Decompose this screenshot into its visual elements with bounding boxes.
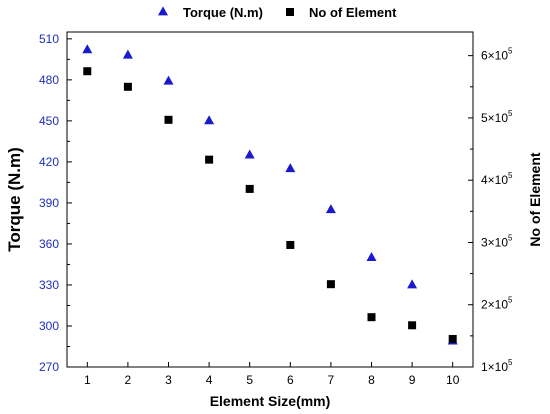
left-tick-label: 510 <box>39 32 59 46</box>
right-tick-mantissa: 6×10 <box>481 49 508 63</box>
torque-point <box>366 252 377 262</box>
left-tick-label: 480 <box>39 73 59 87</box>
legend-element-label: No of Element <box>309 5 397 20</box>
left-tick-label: 450 <box>39 114 59 128</box>
element-count-point <box>286 240 295 249</box>
x-tick-label: 2 <box>125 373 132 387</box>
left-tick-label: 360 <box>39 237 59 251</box>
series-layer <box>82 44 458 345</box>
x-tick-label: 9 <box>409 373 416 387</box>
series-element-count <box>83 67 457 343</box>
left-tick-label: 420 <box>39 155 59 169</box>
torque-point <box>285 163 296 173</box>
torque-point <box>244 149 255 159</box>
right-tick-label: 6×105 <box>481 47 513 63</box>
right-tick-label: 1×105 <box>481 358 513 374</box>
element-count-point <box>123 82 132 91</box>
right-tick-label: 2×105 <box>481 296 513 312</box>
right-tick-label: 3×105 <box>481 233 513 249</box>
x-tick-label: 3 <box>165 373 172 387</box>
right-tick-exponent: 5 <box>508 296 513 305</box>
element-count-point <box>205 155 214 164</box>
legend: Torque (N.m) No of Element <box>158 5 397 20</box>
element-count-point <box>83 67 92 76</box>
x-tick-label: 10 <box>446 373 460 387</box>
right-tick-label: 5×105 <box>481 109 513 125</box>
torque-point <box>82 44 93 54</box>
right-tick-exponent: 5 <box>508 47 513 56</box>
right-tick-label: 4×105 <box>481 171 513 187</box>
torque-point <box>163 75 174 85</box>
x-tick-label: 1 <box>84 373 91 387</box>
legend-torque-marker <box>158 6 168 16</box>
element-count-point <box>408 321 417 330</box>
torque-point <box>204 115 215 125</box>
right-tick-exponent: 5 <box>508 109 513 118</box>
left-tick-label: 330 <box>39 278 59 292</box>
x-tick-label: 5 <box>246 373 253 387</box>
element-count-point <box>245 184 254 193</box>
element-count-point <box>326 280 335 289</box>
torque-point <box>122 49 133 59</box>
torque-point <box>407 279 418 289</box>
left-y-axis: 270 300 330 360 390 420 450 480 510 <box>39 32 72 374</box>
right-tick-mantissa: 4×10 <box>481 173 508 187</box>
right-tick-mantissa: 5×10 <box>481 111 508 125</box>
torque-point <box>325 204 336 214</box>
x-axis-title: Element Size(mm) <box>210 393 331 409</box>
right-y-axis-title: No of Element <box>527 152 543 246</box>
left-tick-label: 270 <box>39 360 59 374</box>
right-tick-exponent: 5 <box>508 171 513 180</box>
element-count-point <box>367 313 376 322</box>
left-y-axis-title: Torque (N.m) <box>5 147 24 252</box>
legend-torque-label: Torque (N.m) <box>183 5 263 20</box>
right-tick-mantissa: 1×10 <box>481 360 508 374</box>
element-count-point <box>448 334 457 343</box>
right-tick-exponent: 5 <box>508 358 513 367</box>
x-axis: 1 2 3 4 5 6 7 8 9 10 <box>84 362 460 387</box>
x-tick-label: 8 <box>368 373 375 387</box>
x-tick-label: 6 <box>287 373 294 387</box>
right-tick-mantissa: 3×10 <box>481 235 508 249</box>
element-count-point <box>164 115 173 124</box>
series-torque <box>82 44 458 345</box>
right-tick-mantissa: 2×10 <box>481 298 508 312</box>
left-tick-label: 300 <box>39 319 59 333</box>
plot-frame <box>66 31 474 368</box>
left-tick-label: 390 <box>39 196 59 210</box>
legend-element-marker <box>286 8 294 16</box>
x-tick-label: 7 <box>328 373 335 387</box>
x-tick-label: 4 <box>206 373 213 387</box>
right-tick-exponent: 5 <box>508 233 513 242</box>
